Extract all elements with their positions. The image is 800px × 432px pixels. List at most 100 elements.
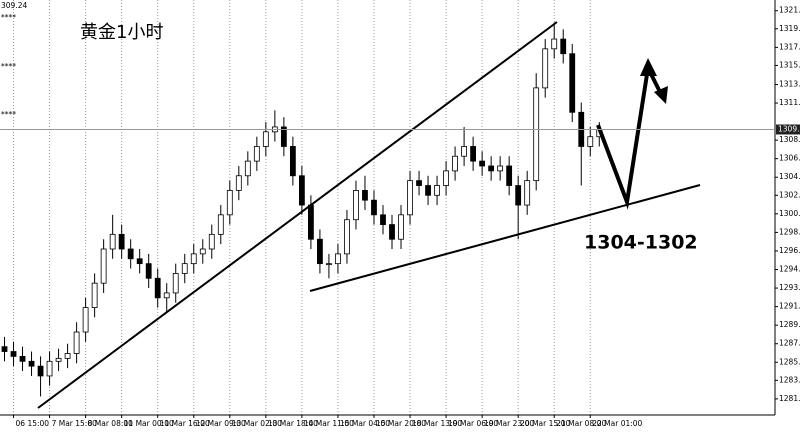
y-tick-label: 1294.90 (779, 265, 800, 274)
candle-body (1, 346, 8, 352)
chart-title: 黄金1小时 (80, 22, 163, 43)
y-tick-label: 1304.35 (779, 172, 800, 181)
candle-body (425, 185, 431, 196)
corner-mark: **** (1, 62, 16, 71)
candle-body (253, 146, 260, 162)
y-tick-label: 1319.55 (779, 24, 800, 33)
x-tick-label: 8 Mar 08:00 (88, 419, 134, 428)
candle-body (587, 136, 594, 147)
candle-body (416, 180, 422, 186)
candle-body (217, 214, 224, 235)
x-tick-label: 14 Mar 11:00 (304, 419, 354, 428)
candle-body (335, 253, 341, 265)
candle-body (353, 190, 359, 221)
candle-body (551, 38, 558, 50)
arrow-head (654, 86, 668, 104)
y-tick-label: 1298.70 (779, 227, 800, 236)
candle-body (308, 204, 314, 240)
candle-body (100, 248, 107, 284)
x-tick-label: 13 Mar 02:00 (232, 419, 282, 428)
x-tick-label: 13 Mar 18:00 (268, 419, 318, 428)
candle-body (190, 253, 197, 265)
y-tick-label: 1283.55 (779, 375, 800, 384)
y-tick-label: 1315.80 (779, 60, 800, 69)
candle-body (461, 146, 467, 157)
candle-body (289, 146, 296, 177)
candle-body (28, 360, 35, 367)
arrow-head (640, 58, 657, 76)
y-tick-label: 1289.20 (779, 320, 800, 329)
y-tick-label: 1308.15 (779, 135, 800, 144)
x-tick-label: 18 Mar 13:00 (412, 419, 462, 428)
y-tick-label: 1313.85 (779, 79, 800, 88)
candle-body (64, 353, 71, 359)
candle-body (118, 233, 125, 250)
x-tick-label: 15 Mar 20:00 (376, 419, 426, 428)
candle-body (181, 263, 188, 274)
candle-body (73, 331, 80, 354)
y-tick-label: 1300.60 (779, 209, 800, 218)
corner-mark: **** (1, 110, 16, 119)
candle-body (380, 214, 386, 225)
x-tick-label: 20 Mar 15:00 (520, 419, 570, 428)
candle-body (569, 53, 576, 113)
trend-line (309, 184, 701, 292)
x-tick-label: 21 Mar 08:00 (556, 419, 606, 428)
candle-body (407, 180, 413, 216)
candle-body (154, 277, 161, 299)
annotation: 1304-1302 (584, 232, 698, 254)
candle-body (46, 360, 53, 377)
candle-body (19, 356, 26, 362)
candle-body (398, 214, 404, 240)
candle-body (136, 258, 143, 265)
y-tick-label: 1317.65 (779, 42, 800, 51)
trend-line (37, 21, 558, 409)
corner-mark: **** (1, 13, 16, 22)
last-price-label: 1309.24 (778, 124, 800, 133)
y-tick-label: 1293.00 (779, 283, 800, 292)
candle-body (344, 219, 350, 255)
y-tick-label: 1311.95 (779, 98, 800, 107)
candle-body (226, 190, 233, 216)
candle-body (91, 282, 98, 308)
x-tick-label: 7 Mar 15:00 (52, 419, 98, 428)
grid-layer (13, 0, 591, 415)
candle-body (172, 273, 179, 294)
candle-body (524, 180, 531, 206)
y-tick-label: 1306.25 (779, 154, 800, 163)
x-tick-label: 11 Mar 00:00 (124, 419, 174, 428)
candle-body (317, 238, 323, 265)
x-tick-label: 19 Mar 23:00 (484, 419, 534, 428)
y-tick-label: 1281.65 (779, 394, 800, 403)
candle-body (326, 263, 332, 266)
y-tick-label: 1287.30 (779, 339, 800, 348)
candle-body (389, 224, 395, 240)
candle-body (82, 307, 89, 333)
candle-body (55, 357, 62, 362)
x-tick-label: 11 Mar 16:00 (160, 419, 210, 428)
candle-body (542, 48, 549, 89)
last-price-box (776, 124, 800, 135)
x-tick-label: 22 Mar 01:00 (592, 419, 642, 428)
candle-body (10, 351, 17, 357)
candle-body (127, 248, 134, 260)
candle-body (497, 165, 504, 172)
candle-layer (1, 22, 603, 397)
candle-body (199, 248, 206, 255)
candle-body (37, 365, 44, 377)
candle-body (371, 199, 377, 216)
candle-body (145, 263, 152, 279)
x-tick-label: 19 Mar 06:00 (448, 419, 498, 428)
y-tick-label: 1291.10 (779, 302, 800, 311)
y-tick-label: 1285.40 (779, 357, 800, 366)
y-tick-label: 1302.50 (779, 190, 800, 199)
candle-body (280, 126, 287, 147)
candle-body (443, 170, 449, 186)
candle-body (362, 190, 368, 201)
y-tick-label: 1321.40 (779, 6, 800, 15)
forecast-arrow (596, 67, 650, 210)
candle-body (560, 38, 567, 55)
candle-body (109, 233, 116, 250)
candle-body (533, 87, 540, 182)
